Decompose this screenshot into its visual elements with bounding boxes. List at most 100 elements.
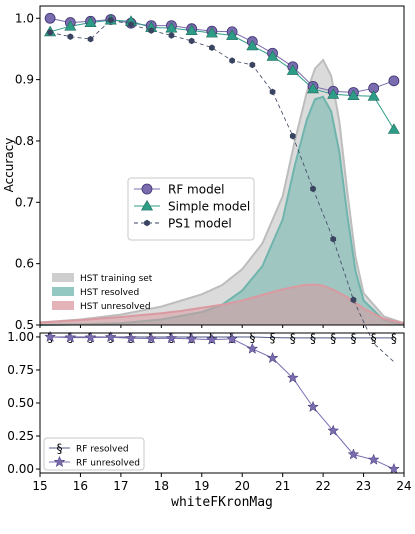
series-2-point-14 <box>330 235 337 243</box>
legend-label-2: PS1 model <box>168 217 232 231</box>
bottom-series-1-point-12 <box>286 371 299 383</box>
series-2-point-6 <box>168 32 175 39</box>
legend-rf: § RF resolved RF unresolved <box>43 437 145 471</box>
bottom-series-1-point-11 <box>266 351 279 364</box>
legend-marker-0 <box>141 183 153 195</box>
y-tick-label-5: 1.0 <box>15 11 34 25</box>
series-layer-bottom: §§§§§§§§§§§§§§§§§§ <box>44 330 400 475</box>
legend-label-0: RF model <box>168 183 224 197</box>
series-2-point-15 <box>350 296 357 304</box>
x-tick-label-2: 17 <box>113 479 128 493</box>
series-2-point-4 <box>128 21 134 28</box>
legend-label-hst-0: HST training set <box>80 274 153 284</box>
legend-swatch-0 <box>52 273 74 282</box>
legend-box <box>127 177 255 241</box>
density-outline-2 <box>39 283 405 325</box>
legend-marker-1 <box>140 199 154 211</box>
y-tick-label-3: 0.8 <box>15 134 34 148</box>
bottom-series-1-point-7 <box>185 332 198 344</box>
legend-label-1: Simple model <box>168 200 250 214</box>
series-2-point-7 <box>188 37 195 45</box>
bottom-series-1-point-9 <box>226 332 239 344</box>
series-1-point-9 <box>226 29 239 40</box>
bottom-series-0-point-16: § <box>371 331 377 345</box>
bottom-y-tick-label-2: 0.50 <box>7 396 34 410</box>
series-2-point-2 <box>87 35 94 43</box>
bottom-series-0-point-12: § <box>290 331 296 345</box>
y-tick-label-4: 0.9 <box>15 73 34 87</box>
top-y-ticks: 0.5 0.6 0.7 0.8 0.9 1.0 <box>15 11 40 332</box>
series-1-point-2 <box>84 16 97 27</box>
y-axis-label: Accuracy <box>2 138 16 193</box>
y-tick-label-1: 0.6 <box>15 257 34 271</box>
x-tick-label-5: 20 <box>235 479 250 493</box>
series-1-point-13 <box>306 82 320 94</box>
x-tick-label-6: 21 <box>275 479 290 493</box>
legend-models: RF model Simple model PS1 model <box>127 177 255 241</box>
y-tick-label-2: 0.7 <box>15 195 34 209</box>
bottom-series-1-point-16 <box>367 453 380 465</box>
bottom-y-tick-label-1: 0.25 <box>7 429 34 443</box>
series-1-point-14 <box>327 88 340 99</box>
bottom-y-tick-label-0: 0.00 <box>7 462 34 476</box>
x-axis-label: whiteFKronMag <box>171 495 273 510</box>
series-0-point-17 <box>388 75 400 87</box>
x-tick-label-8: 23 <box>356 479 371 493</box>
legend-marker-2 <box>144 219 150 227</box>
bottom-series-0-point-11: § <box>270 331 276 345</box>
series-1-point-16 <box>367 90 380 101</box>
bottom-legend-marker-1 <box>53 455 66 468</box>
bottom-series-0-point-10: § <box>249 330 255 344</box>
y-tick-label-0: 0.5 <box>15 318 34 332</box>
series-2-point-11 <box>269 88 276 96</box>
bottom-series-1-point-13 <box>307 400 319 412</box>
density-outline-0 <box>39 58 405 325</box>
bottom-series-1-point-8 <box>205 333 218 345</box>
bottom-series-1-point-17 <box>387 462 400 475</box>
series-line-0 <box>49 17 395 94</box>
series-line-1 <box>49 19 395 130</box>
bottom-y-tick-label-4: 1.00 <box>7 330 34 344</box>
bottom-series-1-point-2 <box>84 331 97 343</box>
bottom-legend-label-1: RF unresolved <box>76 459 140 469</box>
bottom-series-1-point-0 <box>44 330 57 342</box>
series-2-point-10 <box>249 61 256 69</box>
legend-label-hst-1: HST resolved <box>80 288 139 298</box>
bottom-y-ticks: 0.00 0.25 0.50 0.75 1.00 <box>7 330 40 476</box>
series-1-point-15 <box>347 89 360 100</box>
bottom-series-1-point-15 <box>347 448 360 460</box>
x-tick-label-1: 16 <box>73 479 88 493</box>
density-area-1 <box>40 96 404 325</box>
bottom-y-tick-label-3: 0.75 <box>7 363 34 377</box>
bottom-legend-marker-0: § <box>57 442 63 456</box>
bottom-series-1-point-5 <box>145 332 158 344</box>
series-1-point-7 <box>185 24 198 35</box>
density-layer <box>39 58 405 326</box>
bottom-legend-label-0: RF resolved <box>76 445 129 455</box>
bottom-series-1-point-6 <box>165 332 178 344</box>
series-2-point-3 <box>107 16 114 24</box>
series-1-point-12 <box>286 64 299 75</box>
x-tick-label-7: 22 <box>315 479 330 493</box>
x-tick-label-4: 19 <box>194 479 209 493</box>
series-1-point-17 <box>387 123 400 134</box>
series-2-point-13 <box>310 185 316 193</box>
legend-swatch-2 <box>52 301 74 310</box>
bottom-series-1-point-14 <box>327 424 340 436</box>
bottom-series-1-point-10 <box>246 342 259 354</box>
series-1-point-8 <box>205 26 218 38</box>
series-2-point-9 <box>229 57 235 64</box>
x-tick-label-3: 18 <box>154 479 169 493</box>
series-1-point-11 <box>266 50 279 61</box>
series-2-point-1 <box>67 33 74 40</box>
series-1-point-10 <box>246 39 259 51</box>
x-tick-label-9: 24 <box>396 479 411 493</box>
bottom-series-1-point-4 <box>125 332 137 344</box>
series-0-point-0 <box>44 12 56 24</box>
series-layer <box>44 12 400 363</box>
top-panel: 0.5 0.6 0.7 0.8 0.9 1.0 Accuracy RF model Simp… <box>2 5 405 363</box>
bottom-series-0-point-13: § <box>310 331 316 345</box>
series-1-point-1 <box>64 20 77 31</box>
series-2-point-5 <box>148 27 155 34</box>
